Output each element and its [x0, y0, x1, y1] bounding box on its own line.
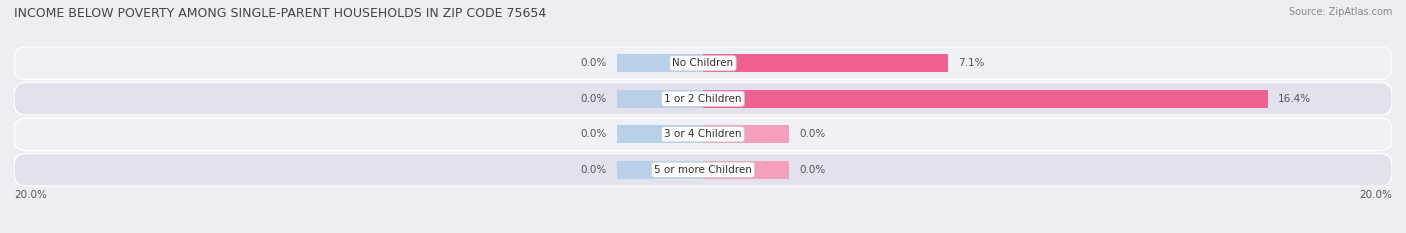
Bar — [617, 54, 703, 72]
Text: Source: ZipAtlas.com: Source: ZipAtlas.com — [1288, 7, 1392, 17]
FancyBboxPatch shape — [14, 47, 1392, 80]
Bar — [703, 161, 789, 179]
FancyBboxPatch shape — [14, 82, 1392, 115]
Text: 0.0%: 0.0% — [581, 94, 606, 104]
Bar — [617, 161, 703, 179]
Bar — [617, 89, 703, 108]
Text: 0.0%: 0.0% — [581, 58, 606, 68]
Bar — [703, 125, 789, 144]
Bar — [703, 54, 948, 72]
Text: 20.0%: 20.0% — [1360, 190, 1392, 200]
Text: 0.0%: 0.0% — [581, 165, 606, 175]
Text: 0.0%: 0.0% — [800, 165, 825, 175]
Text: 3 or 4 Children: 3 or 4 Children — [664, 129, 742, 139]
Text: 0.0%: 0.0% — [581, 129, 606, 139]
Text: No Children: No Children — [672, 58, 734, 68]
FancyBboxPatch shape — [14, 118, 1392, 151]
Text: 5 or more Children: 5 or more Children — [654, 165, 752, 175]
Text: 1 or 2 Children: 1 or 2 Children — [664, 94, 742, 104]
Text: 16.4%: 16.4% — [1278, 94, 1312, 104]
Text: INCOME BELOW POVERTY AMONG SINGLE-PARENT HOUSEHOLDS IN ZIP CODE 75654: INCOME BELOW POVERTY AMONG SINGLE-PARENT… — [14, 7, 547, 20]
FancyBboxPatch shape — [14, 153, 1392, 186]
Bar — [617, 125, 703, 144]
Text: 0.0%: 0.0% — [800, 129, 825, 139]
Text: 20.0%: 20.0% — [14, 190, 46, 200]
Text: 7.1%: 7.1% — [957, 58, 984, 68]
Bar — [703, 89, 1268, 108]
